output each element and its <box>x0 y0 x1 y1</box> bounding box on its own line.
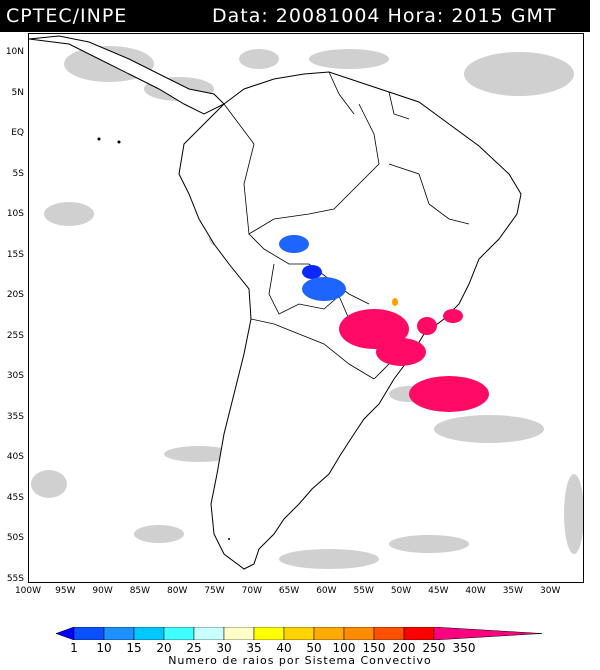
cloud-patch <box>164 446 234 462</box>
legend-box <box>223 627 255 640</box>
legend-box <box>343 627 375 640</box>
lightning-cell <box>417 317 437 335</box>
lat-label: 5S <box>12 168 24 179</box>
legend-label: 250 <box>422 641 446 655</box>
legend-label: 35 <box>246 641 262 655</box>
lat-label: 55S <box>6 573 24 584</box>
blue-convective-system <box>279 235 346 301</box>
lon-label: 40W <box>465 586 486 596</box>
lightning-cell <box>392 298 398 306</box>
lon-label: 35W <box>502 586 524 596</box>
lat-label: 30S <box>6 371 24 381</box>
legend-label: 200 <box>392 641 416 655</box>
lat-label: 5N <box>11 87 24 98</box>
lon-label: 70W <box>241 586 262 596</box>
lightning-cell <box>302 265 322 279</box>
lightning-cell <box>409 376 489 412</box>
pink-convective-system <box>339 309 489 412</box>
legend-arrow-right <box>433 627 542 640</box>
lat-label: 35S <box>6 411 24 422</box>
legend-label: 1 <box>70 641 78 655</box>
legend-label: 150 <box>362 641 386 655</box>
lat-label: 40S <box>6 452 24 462</box>
lon-label: 55W <box>353 586 374 596</box>
cloud-patch <box>44 202 94 226</box>
legend-label: 30 <box>216 641 232 655</box>
lon-label: 80W <box>167 586 188 596</box>
header-bar: CPTEC/INPE Data: 20081004 Hora: 2015 GMT <box>0 0 590 32</box>
legend-box <box>313 627 345 640</box>
lat-label: 15S <box>6 249 24 260</box>
legend-box <box>103 627 135 640</box>
cloud-patch <box>389 535 469 553</box>
cloud-patch <box>564 474 583 554</box>
legend-box <box>403 627 435 640</box>
datetime-title: Data: 20081004 Hora: 2015 GMT <box>212 5 557 27</box>
legend-box <box>133 627 165 640</box>
lon-label: 30W <box>540 586 561 596</box>
legend-box <box>253 627 285 640</box>
lon-label: 95W <box>55 586 76 596</box>
legend-arrow-left <box>56 627 75 640</box>
legend-box <box>283 627 315 640</box>
legend-box <box>73 627 105 640</box>
lon-label: 85W <box>129 586 151 596</box>
legend-label: 25 <box>186 641 202 655</box>
islands <box>97 137 230 540</box>
lon-label: 75W <box>204 586 225 596</box>
lat-label: 45S <box>6 492 24 503</box>
legend-label: 350 <box>452 641 476 655</box>
lat-label: 10N <box>5 47 24 57</box>
source-title: CPTEC/INPE <box>6 5 128 27</box>
cloud-patch <box>309 49 389 69</box>
lon-label: 90W <box>92 586 113 596</box>
map-frame <box>28 33 584 583</box>
cloud-patch <box>31 470 67 498</box>
legend-label: 15 <box>126 641 142 655</box>
legend-label: 10 <box>96 641 112 655</box>
lat-label: EQ <box>11 128 24 138</box>
cloud-patch <box>279 549 379 569</box>
cloud-patch <box>464 52 574 96</box>
lat-label: 50S <box>6 533 24 543</box>
lightning-cell <box>443 309 463 323</box>
cloud-patch <box>434 415 544 443</box>
legend-label: 100 <box>332 641 356 655</box>
cloud-patch <box>134 525 184 543</box>
legend-label: 40 <box>276 641 292 655</box>
lat-label: 10S <box>6 209 24 219</box>
legend-label: 50 <box>306 641 322 655</box>
country-borders <box>223 71 470 380</box>
legend-label: 20 <box>156 641 172 655</box>
lon-label: 65W <box>278 586 300 596</box>
lat-label: 25S <box>6 330 24 341</box>
lon-label: 45W <box>428 586 449 596</box>
lightning-cell <box>376 338 426 366</box>
cloud-patch <box>239 49 279 69</box>
legend-caption: Numero de raios por Sistema Convectivo <box>168 654 432 667</box>
legend-box <box>373 627 405 640</box>
map-canvas <box>29 35 583 570</box>
legend-box <box>163 627 195 640</box>
lat-label: 20S <box>6 290 24 300</box>
legend-box <box>193 627 225 640</box>
lon-label: 100W <box>14 586 42 596</box>
lightning-cell <box>302 277 346 301</box>
color-legend <box>56 627 542 640</box>
lightning-cell <box>279 235 309 253</box>
lon-label: 60W <box>316 586 337 596</box>
lightning-cell <box>339 309 409 349</box>
orange-convective-system <box>392 298 398 306</box>
lon-label: 50W <box>390 586 412 596</box>
